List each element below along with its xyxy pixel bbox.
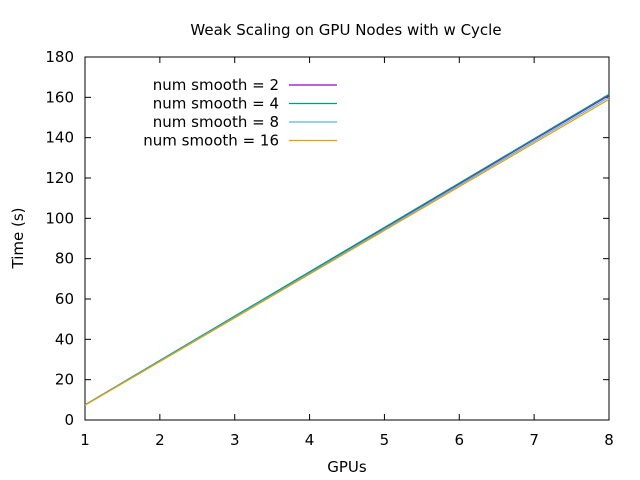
plot-border <box>84 56 610 421</box>
y-tick-label: 120 <box>45 169 74 187</box>
legend-label: num smooth = 2 <box>153 76 279 94</box>
x-tick-label: 4 <box>305 431 315 449</box>
series-lines <box>84 93 610 406</box>
y-tick-label: 140 <box>45 129 74 147</box>
y-tick-label: 40 <box>55 330 74 348</box>
x-axis-label: GPUs <box>327 458 367 476</box>
y-tick-label: 160 <box>45 88 74 106</box>
x-tick-label: 2 <box>155 431 165 449</box>
legend-label: num smooth = 16 <box>143 132 279 150</box>
y-tick-label: 180 <box>45 48 74 66</box>
series-line-4 <box>84 98 610 406</box>
legend-label: num smooth = 4 <box>153 95 279 113</box>
y-tick-label: 80 <box>55 250 74 268</box>
y-tick-label: 0 <box>64 411 74 429</box>
x-tick-label: 1 <box>80 431 90 449</box>
y-axis-label: Time (s) <box>9 208 27 270</box>
plot-frame <box>84 56 610 421</box>
x-tick-label: 8 <box>604 431 614 449</box>
x-tick-label: 6 <box>455 431 465 449</box>
x-tick-label: 3 <box>230 431 240 449</box>
chart-title: Weak Scaling on GPU Nodes with w Cycle <box>190 21 501 39</box>
y-tick-label: 60 <box>55 290 74 308</box>
y-tick-label: 100 <box>45 209 74 227</box>
y-tick-label: 20 <box>55 371 74 389</box>
x-tick-label: 7 <box>529 431 539 449</box>
x-tick-label: 5 <box>380 431 390 449</box>
legend-label: num smooth = 8 <box>153 113 279 131</box>
